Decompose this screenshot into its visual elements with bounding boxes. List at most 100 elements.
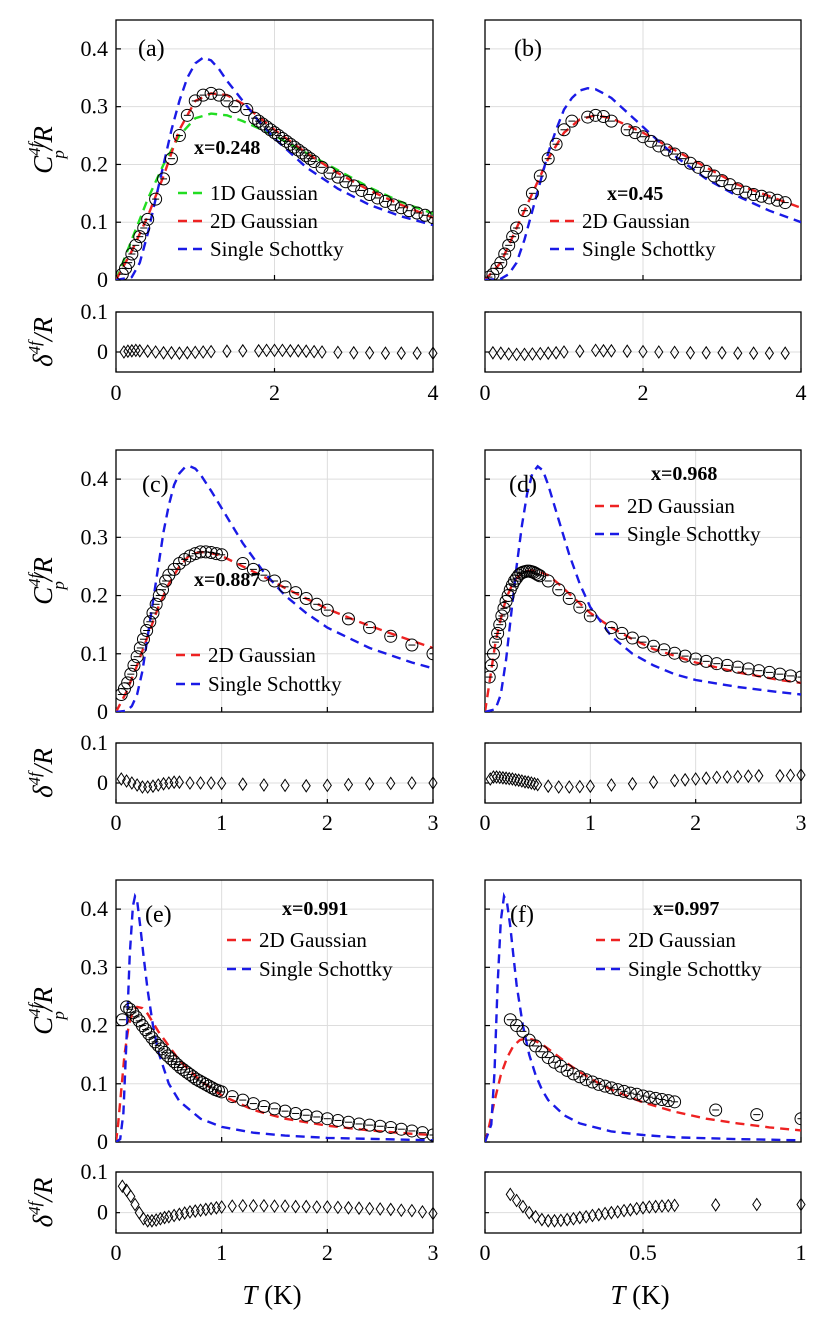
data-point-circle [331,170,345,184]
data-point-circle [394,1122,408,1136]
residual-point [349,345,359,360]
legend-label: 2D Gaussian [210,209,318,233]
panel-b: 0 2 4 (b) x=0.45 2D Gaussian Single Schottky [480,19,807,405]
y-tick-label: 0.3 [81,954,109,979]
data-point-circle [141,212,155,226]
residual-point [669,345,680,360]
panel-e: 0 0.1 0.2 0.3 0.4 0 0.1 0 1 2 3 (e) x=0.991 2D Gaussi… [25,879,439,1265]
data-point [720,658,734,672]
residual-point [501,771,511,786]
residual-point [127,343,137,358]
residual-point [148,779,158,794]
y-axis-label-text: C4f p/R [25,557,68,605]
residual-point [606,343,617,358]
data-point [310,1110,324,1124]
residual-point [195,1203,206,1218]
data-point-circle [132,1014,146,1028]
data-point-circle [770,193,784,207]
residual-point [222,344,232,359]
x-tick-label: 2 [322,1240,333,1265]
legend-label: 2D Gaussian [208,643,316,667]
plot-area [116,56,433,280]
residual-point [575,779,585,794]
residual-point [248,1198,258,1213]
data-point-circle [485,270,496,280]
x-tick-label: 4 [796,380,807,405]
residual-point [309,344,319,359]
y-tick-label: 0.1 [81,209,109,234]
plot-area [116,465,433,712]
data-point-circle [623,1086,637,1100]
residual-point [160,1210,170,1225]
residual-point [301,344,311,359]
data-point [676,152,689,166]
legend-entry: Single Schottky [596,957,762,981]
data-point-circle [268,574,281,588]
data-point [565,114,579,128]
data-point-circle [149,192,163,206]
data-point-circle [323,166,337,180]
residual-point [364,345,375,360]
data-point-circle [352,1117,366,1131]
residual-point [130,1197,140,1212]
residual-point [775,768,785,783]
residual-point [280,778,290,793]
composition-annotation: x=0.968 [651,463,717,485]
resid-y-axis-label-text: δ4f/R [25,1177,58,1227]
residual-point [644,1200,654,1214]
data-point-circle [180,108,194,122]
legend-label: Single Schottky [259,957,393,981]
composition-annotation: x=0.887 [194,569,260,591]
legend-label: 2D Gaussian [582,209,690,233]
data-point-circle [164,152,178,166]
data-point-circle [611,1083,625,1097]
y-tick-label: 0.4 [81,466,109,491]
data-point-circle [124,667,138,681]
data-point-circle [655,1092,669,1106]
residual-point [524,1205,534,1220]
x-axis-label: T (K) [610,1280,669,1310]
data-point [268,1102,281,1116]
data-point [123,1002,137,1016]
data-point-circle [355,183,369,197]
residual-point [190,1204,200,1218]
residual-point [526,776,536,790]
residual-point [322,1200,332,1214]
data-point [240,103,254,117]
residual-point [764,346,775,361]
residual-point [343,777,354,792]
data-point [773,667,787,681]
residual-point [663,1198,673,1213]
data-point-circle [133,230,147,244]
resid-y-axis-label-text: δ4f/R [25,317,58,367]
residual-point [510,772,521,787]
data-point-circle [373,1119,387,1133]
data-point-circle [707,169,721,183]
data-point [598,1079,612,1093]
data-point [426,647,433,661]
residual-point [317,345,327,359]
data-point [604,114,618,128]
resid-y-tick-label: 0 [97,339,108,364]
data-point [135,1019,149,1033]
data-point-circle [410,206,424,220]
data-point [378,194,392,208]
data-point-circle [246,1097,260,1111]
data-point-circle [418,208,432,222]
data-point-circle [604,114,618,128]
data-point [133,230,147,244]
residual-point [169,1208,179,1223]
data-point-circle [747,187,761,201]
data-point [303,152,317,166]
residual-point [143,344,153,359]
residual-point [488,770,499,784]
x-tick-label: 0 [480,810,491,835]
data-point-circle [289,1106,303,1120]
residual-point [680,772,690,787]
data-point-circle [636,130,650,144]
residual-point [333,345,343,360]
data-point [741,662,755,676]
resid-y-tick-label: 0 [97,770,108,795]
panel-c: 0 0.1 0.2 0.3 0.4 0 0.1 0 1 2 3 (c) x=0.887 2D Gaussi… [25,449,439,835]
residual-point [543,1213,553,1228]
